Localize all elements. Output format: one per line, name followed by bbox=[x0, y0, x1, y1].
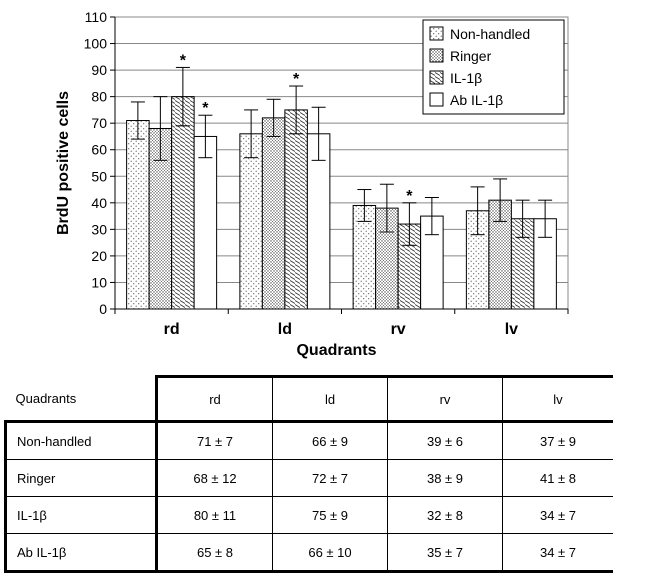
table-column-header: rv bbox=[387, 375, 503, 423]
x-tick-label: lv bbox=[505, 321, 518, 338]
significance-marker: * bbox=[406, 188, 413, 205]
y-tick-label: 20 bbox=[91, 248, 107, 264]
table-cell: 41 ± 8 bbox=[502, 459, 613, 497]
x-axis-title: Quadrants bbox=[296, 342, 376, 359]
y-tick-label: 100 bbox=[84, 36, 108, 52]
data-table: Quadrants rd ld rv lv Non-handled 71 ± 7 66 ± 9… bbox=[4, 375, 613, 573]
table-row-label: Ab IL-1β bbox=[4, 533, 157, 573]
table-cell: 38 ± 9 bbox=[387, 459, 503, 497]
x-tick-label: rv bbox=[391, 321, 406, 338]
table-cell: 68 ± 12 bbox=[155, 459, 273, 497]
bar-chart: * * * * 0 10 20 30 40 50 60 70 80 90 100 110 rd ld rv lv Br… bbox=[55, 9, 569, 359]
bar bbox=[239, 133, 263, 310]
legend-swatch bbox=[429, 26, 444, 41]
y-tick-label: 10 bbox=[91, 274, 107, 290]
table-cell: 65 ± 8 bbox=[155, 533, 273, 573]
legend-box bbox=[422, 19, 565, 115]
y-tick-label: 50 bbox=[91, 168, 107, 184]
table-cell: 34 ± 7 bbox=[502, 496, 613, 534]
table-cell: 72 ± 7 bbox=[272, 459, 388, 497]
table-cell: 66 ± 10 bbox=[272, 533, 388, 573]
y-tick-label: 90 bbox=[91, 62, 107, 78]
table-header-label: Quadrants bbox=[5, 376, 157, 423]
significance-marker: * bbox=[293, 71, 300, 88]
table-row-label: Ringer bbox=[4, 459, 157, 497]
y-tick-label: 30 bbox=[91, 221, 107, 237]
bar bbox=[261, 117, 286, 310]
table-cell: 37 ± 9 bbox=[502, 421, 613, 460]
table-cell: 71 ± 7 bbox=[155, 421, 273, 460]
legend-swatch bbox=[429, 48, 444, 63]
table-row: Ringer 68 ± 12 72 ± 7 38 ± 9 41 ± 8 bbox=[4, 459, 613, 497]
table-cell: 32 ± 8 bbox=[387, 496, 503, 534]
y-tick-label: 0 bbox=[99, 301, 107, 317]
axes: 0 10 20 30 40 50 60 70 80 90 100 110 rd ld rv lv BrdU po… bbox=[55, 9, 569, 359]
table-row: Ab IL-1β 65 ± 8 66 ± 10 35 ± 7 34 ± 7 bbox=[4, 533, 613, 573]
legend-label: Ab IL-1β bbox=[450, 92, 503, 108]
table-cell: 66 ± 9 bbox=[272, 421, 388, 460]
legend-label: Non-handled bbox=[450, 26, 530, 42]
legend-swatch bbox=[429, 92, 444, 107]
y-tick-label: 60 bbox=[91, 142, 107, 158]
table-column-header: lv bbox=[502, 375, 613, 423]
bar bbox=[171, 96, 195, 310]
table-row-label: Non-handled bbox=[4, 421, 157, 460]
table-column-header: rd bbox=[155, 375, 273, 423]
table-cell: 35 ± 7 bbox=[387, 533, 503, 573]
legend-label: Ringer bbox=[450, 48, 492, 64]
table-cell: 75 ± 9 bbox=[272, 496, 388, 534]
bar bbox=[284, 109, 308, 310]
significance-marker: * bbox=[202, 100, 209, 117]
table-cell: 39 ± 6 bbox=[387, 421, 503, 460]
y-axis-title: BrdU positive cells bbox=[55, 91, 72, 235]
y-tick-label: 80 bbox=[91, 89, 107, 105]
y-tick-label: 110 bbox=[85, 9, 108, 25]
bar bbox=[126, 120, 150, 310]
legend-swatch bbox=[429, 70, 444, 85]
table-cell: 80 ± 11 bbox=[155, 496, 273, 534]
x-tick-label: ld bbox=[278, 321, 292, 338]
table-row: Non-handled 71 ± 7 66 ± 9 39 ± 6 37 ± 9 bbox=[4, 421, 613, 460]
bar bbox=[193, 135, 218, 310]
x-tick-label: rd bbox=[164, 321, 180, 338]
legend-label: IL-1β bbox=[450, 70, 482, 86]
table-column-header: ld bbox=[272, 375, 388, 423]
legend: Non-handled Ringer IL-1β Ab IL-1β bbox=[422, 19, 565, 115]
table-header-row: Quadrants rd ld rv lv bbox=[5, 375, 613, 423]
bars: * * * * bbox=[126, 52, 557, 310]
table-row-label: IL-1β bbox=[4, 496, 157, 534]
table-row: IL-1β 80 ± 11 75 ± 9 32 ± 8 34 ± 7 bbox=[4, 496, 613, 534]
y-tick-label: 70 bbox=[91, 115, 107, 131]
y-tick-label: 40 bbox=[91, 195, 107, 211]
table-cell: 34 ± 7 bbox=[502, 533, 613, 573]
significance-marker: * bbox=[180, 52, 187, 69]
